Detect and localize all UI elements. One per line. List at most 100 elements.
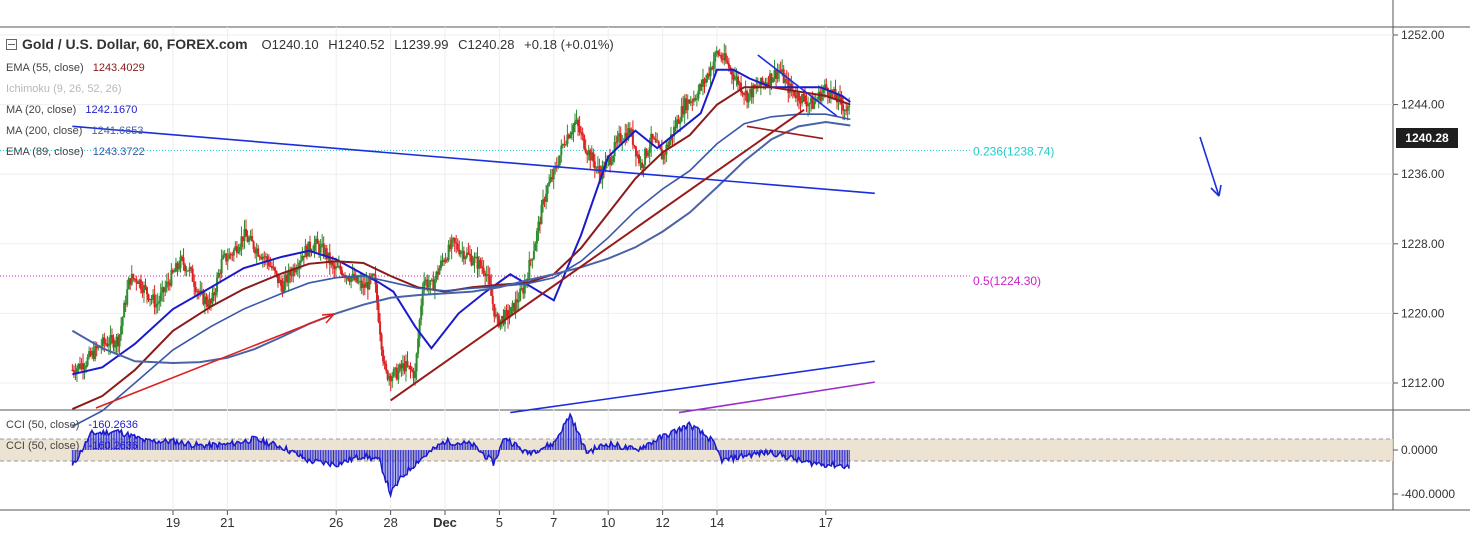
candle-body xyxy=(293,267,296,273)
candle-body xyxy=(91,350,94,356)
time-tick-label: 28 xyxy=(383,515,397,530)
candle-body xyxy=(808,103,811,105)
ma-line-3 xyxy=(71,113,851,428)
candle-body xyxy=(820,92,823,101)
candle-body xyxy=(235,246,238,254)
candle-body xyxy=(121,317,124,327)
cci-value: -160.2636 xyxy=(88,419,138,431)
candle-body xyxy=(438,268,441,275)
candle-body xyxy=(385,363,388,371)
candle-body xyxy=(429,280,432,285)
candle-body xyxy=(115,336,118,345)
time-tick-label: 5 xyxy=(496,515,503,530)
candle-body xyxy=(132,273,135,279)
candle-body xyxy=(318,244,321,253)
cci-label: CCI (50, close) xyxy=(6,440,80,452)
price-tick-label: 1220.00 xyxy=(1401,306,1445,320)
candle-body xyxy=(267,260,270,266)
candle-body xyxy=(130,273,133,285)
candle-body xyxy=(133,278,136,280)
legend-ema55[interactable]: EMA (55, close) 1243.4029 xyxy=(6,58,145,79)
candle-body xyxy=(421,290,424,306)
legend-value: 1243.3722 xyxy=(92,146,145,158)
candle-body xyxy=(470,255,473,265)
candle-body xyxy=(83,367,86,370)
candle-body xyxy=(494,314,497,317)
candle-body xyxy=(129,278,132,285)
candle-body xyxy=(289,270,292,276)
candle-body xyxy=(321,243,324,246)
candle-body xyxy=(313,242,316,251)
candle-body xyxy=(535,230,538,244)
candle-body xyxy=(366,282,369,290)
candle-body xyxy=(618,133,621,137)
candle-body xyxy=(356,275,359,283)
candle-body xyxy=(543,199,546,202)
legend-ichimoku[interactable]: Ichimoku (9, 26, 52, 26) xyxy=(6,79,145,100)
candle-body xyxy=(319,245,322,253)
candle-body xyxy=(187,270,190,272)
candle-body xyxy=(570,132,573,135)
candle-body xyxy=(223,253,226,256)
cci-legend-1[interactable]: CCI (50, close) -160.2636 xyxy=(6,419,138,431)
candle-body xyxy=(796,92,799,99)
candle-body xyxy=(80,363,83,369)
candle-body xyxy=(612,156,615,162)
candle-body xyxy=(101,337,104,347)
candle-body xyxy=(746,90,749,103)
legend-value: 1241.6653 xyxy=(91,125,144,137)
candle-body xyxy=(485,274,488,277)
candle-body xyxy=(188,267,191,271)
candle-body xyxy=(651,133,654,139)
candle-body xyxy=(610,161,613,165)
candle-body xyxy=(155,304,158,308)
candle-body xyxy=(654,138,657,143)
candle-body xyxy=(380,334,383,350)
candle-body xyxy=(407,365,410,367)
cci-line xyxy=(71,412,850,499)
candle-body xyxy=(487,274,490,276)
candle-body xyxy=(153,294,156,308)
candle-body xyxy=(461,250,464,252)
candle-body xyxy=(197,291,200,293)
legend-label: Ichimoku (9, 26, 52, 26) xyxy=(6,83,122,95)
candle-body xyxy=(174,263,177,272)
candle-body xyxy=(228,253,231,259)
candle-body xyxy=(467,252,470,254)
candle-body xyxy=(799,101,802,104)
candle-body xyxy=(449,244,452,250)
candle-body xyxy=(708,73,711,77)
candle-body xyxy=(217,273,220,278)
collapse-icon[interactable] xyxy=(6,38,17,50)
candle-body xyxy=(144,285,147,288)
candle-body xyxy=(677,119,680,124)
legend-ma20[interactable]: MA (20, close) 1242.1670 xyxy=(6,100,145,121)
candle-body xyxy=(639,162,642,164)
candle-body xyxy=(679,121,682,124)
candle-body xyxy=(264,256,267,258)
candle-body xyxy=(650,133,653,148)
legend-ma200[interactable]: MA (200, close) 1241.6653 xyxy=(6,121,145,142)
legend-ema89[interactable]: EMA (89, close) 1243.3722 xyxy=(6,142,145,163)
candle-body xyxy=(714,52,717,62)
candle-body xyxy=(104,343,107,345)
candle-body xyxy=(443,260,446,263)
candle-body xyxy=(514,299,517,312)
candle-body xyxy=(698,84,701,91)
legend-label: MA (200, close) xyxy=(6,125,83,137)
candle-body xyxy=(770,73,773,83)
ohlc-values: O1240.10 H1240.52 L1239.99 C1240.28 +0.1… xyxy=(262,37,620,52)
candle-body xyxy=(476,256,479,269)
candle-body xyxy=(703,79,706,83)
candle-body xyxy=(389,375,392,382)
candle-body xyxy=(587,150,590,156)
cci-legend-2[interactable]: CCI (50, close) -160.2636 xyxy=(6,440,138,452)
candle-body xyxy=(308,241,311,252)
fib-0236-label: 0.236(1238.74) xyxy=(973,144,1054,158)
candle-body xyxy=(156,303,159,305)
candle-body xyxy=(615,142,618,144)
candle-body xyxy=(715,51,718,53)
candle-body xyxy=(199,290,202,293)
candle-body xyxy=(88,351,91,358)
candle-body xyxy=(490,284,493,296)
